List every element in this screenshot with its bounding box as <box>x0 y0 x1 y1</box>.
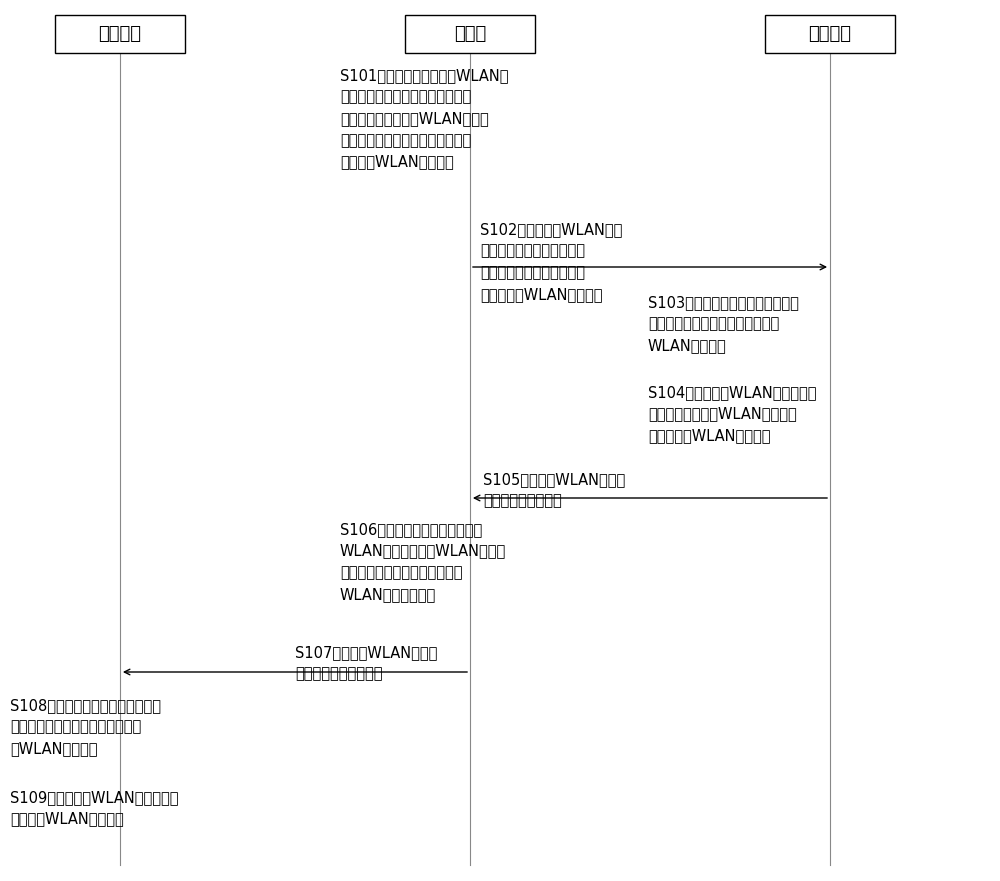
Bar <box>55 15 185 53</box>
Text: S105：将所述WLAN连接命
令发送给所述源基站: S105：将所述WLAN连接命 令发送给所述源基站 <box>483 472 625 508</box>
Text: 用户设备: 用户设备 <box>98 25 142 43</box>
Text: S108：接收源基站发送的、所述用
户设备需要切换至的目标基站指示
的WLAN连接命令: S108：接收源基站发送的、所述用 户设备需要切换至的目标基站指示 的WLAN连… <box>10 698 161 756</box>
Text: S106：接收所述目标基站反馈的
WLAN连接命令，该WLAN连接命
令能够用于指示所述用户设备的
WLAN连接相关操作: S106：接收所述目标基站反馈的 WLAN连接命令，该WLAN连接命 令能够用于… <box>340 522 506 602</box>
Bar <box>405 15 535 53</box>
Text: S107：将所述WLAN连接命
令发送给所述用户设备: S107：将所述WLAN连接命 令发送给所述用户设备 <box>295 645 437 682</box>
Text: S102：根据所述WLAN分布
类型，向所述用户设备需要
切换至的目标基站发送所述
用户设备的WLAN相关信息: S102：根据所述WLAN分布 类型，向所述用户设备需要 切换至的目标基站发送所… <box>480 222 622 302</box>
Text: S101：根据所述源基站的WLAN覆
盖范围信息以及所述用户设备需要
切换至的目标基站的WLAN覆盖范
围信息，确定所述用户设备在切换
过程中的WLAN分布类型: S101：根据所述源基站的WLAN覆 盖范围信息以及所述用户设备需要 切换至的目… <box>340 68 509 169</box>
Text: 源基站: 源基站 <box>454 25 486 43</box>
Text: S103：接收用户设备在切换过程中
的源基站发送的、所述用户设备的
WLAN相关信息: S103：接收用户设备在切换过程中 的源基站发送的、所述用户设备的 WLAN相关… <box>648 295 799 353</box>
Text: S104：根据所述WLAN相关信息以
及所述目标基站的WLAN覆盖范围
信息，确定WLAN连接命令: S104：根据所述WLAN相关信息以 及所述目标基站的WLAN覆盖范围 信息，确… <box>648 385 816 443</box>
Text: S109：根据所述WLAN连接命令执
行相应的WLAN连接操作: S109：根据所述WLAN连接命令执 行相应的WLAN连接操作 <box>10 790 178 826</box>
Bar <box>765 15 895 53</box>
Text: 目标基站: 目标基站 <box>808 25 852 43</box>
